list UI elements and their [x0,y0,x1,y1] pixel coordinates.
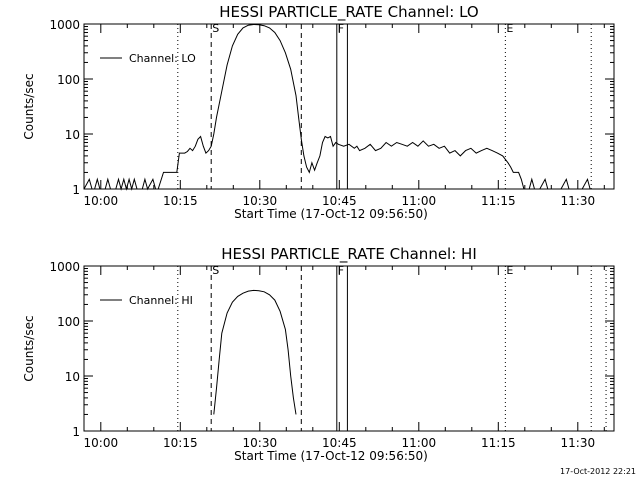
chart-title: HESSI PARTICLE_RATE Channel: HI [221,245,477,264]
y-tick-label: 10 [65,128,80,142]
y-tick-label: 1 [72,183,80,197]
x-tick-label: 10:15 [163,436,198,450]
marker-label: E [506,22,513,35]
x-tick-label: 10:00 [84,436,119,450]
plot-frame [83,23,615,190]
marker-label: F [338,22,344,35]
panel-1: HESSI PARTICLE_RATE Channel: LO 1 10 100 100… [22,3,615,221]
x-tick-label: 10:45 [322,436,357,450]
marker-label: F [338,264,344,277]
x-tick-label: 11:30 [561,436,596,450]
y-tick-label: 1000 [49,260,80,274]
x-tick-label: 10:00 [84,194,119,208]
x-tick-label: 11:15 [481,436,516,450]
legend-label: Channel: LO [129,52,196,65]
y-tick-label: 10 [65,370,80,384]
marker-label: S [212,264,219,277]
y-tick-label: 100 [57,315,80,329]
x-axis-label: Start Time (17-Oct-12 09:56:50) [234,207,428,221]
x-tick-label: 11:15 [481,194,516,208]
x-tick-label: 10:15 [163,194,198,208]
x-tick-label: 11:00 [402,436,437,450]
series-line [213,289,297,415]
y-tick-label: 1 [72,425,80,439]
marker-label: E [506,264,513,277]
x-tick-label: 11:00 [402,194,437,208]
y-tick-label: 100 [57,73,80,87]
x-tick-label: 10:45 [322,194,357,208]
plot-frame [83,265,615,432]
x-axis-label: Start Time (17-Oct-12 09:56:50) [234,449,428,463]
legend-label: Channel: HI [129,294,193,307]
panel-2: HESSI PARTICLE_RATE Channel: HI 1 10 100 100… [22,245,615,463]
marker-label: S [212,22,219,35]
x-tick-label: 11:30 [561,194,596,208]
x-tick-label: 10:30 [243,436,278,450]
chart-title: HESSI PARTICLE_RATE Channel: LO [219,3,478,22]
x-tick-label: 10:30 [243,194,278,208]
series-line [83,23,593,191]
y-tick-label: 1000 [49,18,80,32]
y-axis-label: Counts/sec [22,73,36,139]
y-axis-label: Counts/sec [22,315,36,381]
timestamp-stamp: 17-Oct-2012 22:21 [560,467,636,476]
